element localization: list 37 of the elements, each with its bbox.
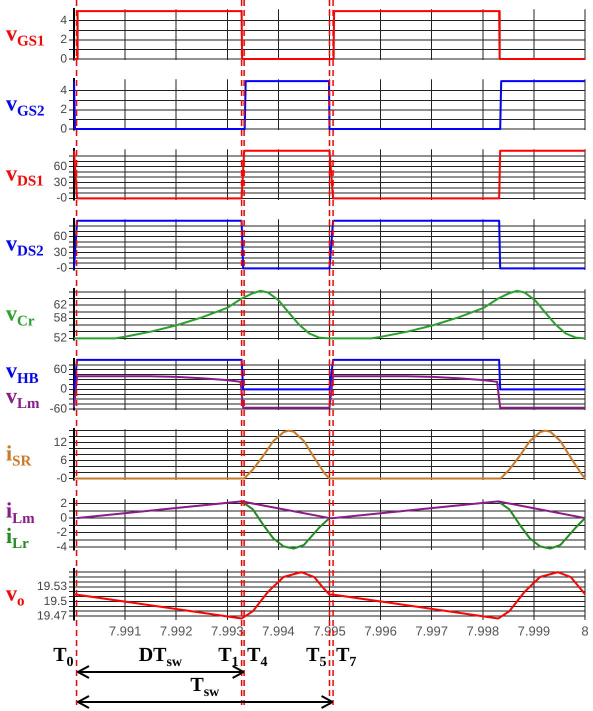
y-tick-label: 12 bbox=[54, 434, 68, 449]
x-tick-label: 7.998 bbox=[466, 623, 500, 638]
y-tick-label: 0 bbox=[60, 510, 68, 524]
y-tick-label: 2 bbox=[60, 32, 68, 46]
y-tick-label: 52 bbox=[54, 330, 68, 345]
x-tick-label: 7.992 bbox=[160, 623, 192, 638]
x-tick-label: 7.999 bbox=[518, 623, 550, 638]
y-tick-label: 60 bbox=[54, 158, 68, 173]
y-tick-label: 0 bbox=[60, 51, 68, 66]
y-tick-label: -0 bbox=[56, 470, 68, 485]
y-tick-label: -2 bbox=[56, 524, 68, 539]
y-tick-label: 2 bbox=[60, 102, 68, 116]
x-tick-label: 7.991 bbox=[108, 623, 142, 638]
y-tick-label: 58 bbox=[54, 310, 68, 325]
x-tick-label: 7.994 bbox=[262, 623, 295, 638]
y-tick-label: 2 bbox=[60, 496, 68, 510]
y-tick-label: 62 bbox=[54, 297, 68, 312]
y-tick-label: 6 bbox=[60, 452, 68, 467]
y-tick-label: 4 bbox=[60, 13, 68, 28]
y-tick-label: 19.5 bbox=[44, 594, 68, 608]
x-tick-label: 8 bbox=[581, 623, 589, 638]
x-tick-label: 7.996 bbox=[364, 623, 397, 638]
y-tick-label: 30 bbox=[54, 174, 68, 189]
x-tick-label: 7.997 bbox=[415, 623, 448, 638]
y-tick-label: 0 bbox=[60, 382, 68, 396]
y-tick-label: 4 bbox=[60, 83, 68, 98]
y-tick-label: -0 bbox=[56, 190, 68, 205]
y-tick-label: -0 bbox=[56, 260, 68, 275]
x-tick-label: 7.993 bbox=[211, 623, 244, 638]
y-tick-label: 19.47 bbox=[36, 608, 68, 622]
y-tick-label: 19.53 bbox=[36, 579, 68, 594]
y-tick-label: 0 bbox=[60, 121, 68, 136]
y-tick-label: 60 bbox=[54, 362, 68, 376]
y-tick-label: 60 bbox=[54, 228, 68, 243]
y-tick-label: -60 bbox=[50, 401, 68, 416]
y-tick-label: 30 bbox=[54, 244, 68, 259]
y-tick-label: -4 bbox=[56, 539, 68, 554]
